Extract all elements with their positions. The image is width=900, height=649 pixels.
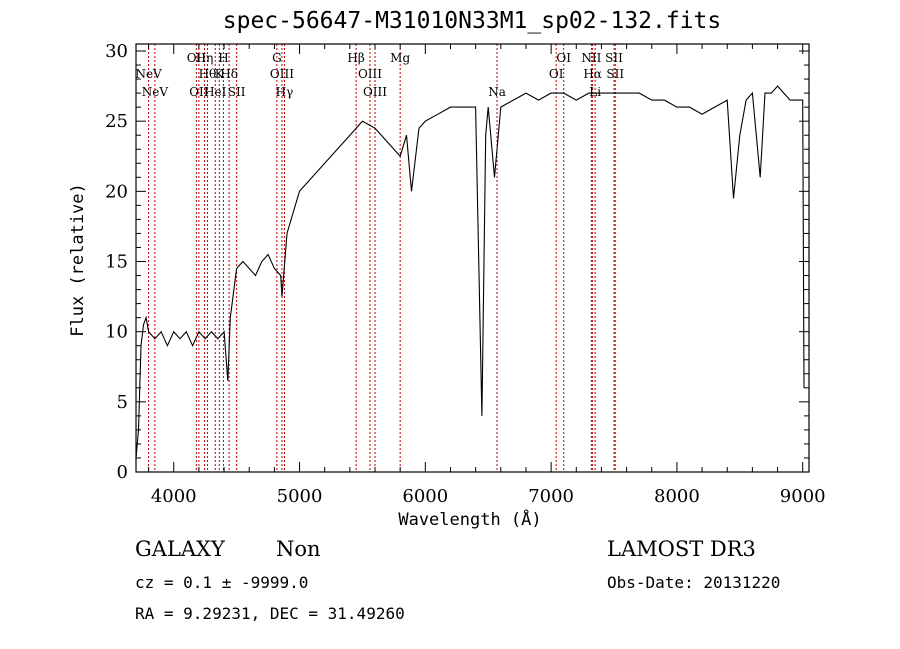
emission-line-label: SII [606, 67, 624, 81]
y-tick-label: 30 [105, 41, 128, 62]
x-axis-label: Wavelength (Å) [398, 510, 542, 530]
spectrum-series-line [135, 85, 805, 459]
emission-line-label: OIII [270, 67, 294, 81]
coordinates-text: RA = 9.29231, DEC = 31.49260 [135, 604, 405, 623]
emission-line-label: Hθ [199, 67, 217, 81]
emission-line-label: OI [549, 67, 564, 81]
y-tick-label: 25 [105, 111, 128, 132]
emission-line-labels: NeVNeVOIIOIIHηHθHeIHKHδSIIGOIIIHγHβOIIIO… [135, 51, 624, 99]
emission-line-label: Hδ [220, 67, 238, 81]
emission-line-label: NII [581, 51, 601, 65]
emission-line-label: Li [589, 85, 601, 99]
x-tick-label: 8000 [654, 486, 700, 507]
emission-line-label: OIII [363, 85, 387, 99]
plot-frame [135, 43, 810, 473]
emission-line-markers [148, 44, 616, 472]
emission-line-label: NeV [135, 67, 162, 81]
emission-line-label: OII [189, 85, 209, 99]
emission-line-label: H [218, 51, 228, 65]
axis-ticks: 4000 5000 6000 7000 8000 9000 0 5 10 15 20 25 30 [105, 41, 826, 507]
x-tick-label: 6000 [402, 486, 448, 507]
emission-line-label: K [215, 67, 225, 81]
emission-line-label: Hβ [347, 51, 364, 65]
y-tick-label: 5 [117, 392, 128, 413]
object-subclass: Non [276, 537, 321, 561]
survey-name: LAMOST DR3 [607, 537, 756, 561]
object-class: GALAXY [135, 537, 225, 561]
y-tick-label: 0 [117, 462, 128, 483]
emission-line-label: OIII [358, 67, 382, 81]
chart-title: spec-56647-M31010N33M1_sp02-132.fits [222, 8, 722, 34]
emission-line-label: NeV [142, 85, 169, 99]
x-tick-label: 9000 [780, 486, 826, 507]
emission-line-label: SII [228, 85, 246, 99]
y-axis-label: Flux (relative) [68, 183, 88, 337]
emission-line-label: OI [556, 51, 571, 65]
observation-date: Obs-Date: 20131220 [607, 573, 781, 592]
x-tick-label: 7000 [528, 486, 574, 507]
emission-line-label: Na [488, 85, 506, 99]
x-tick-label: 5000 [277, 486, 323, 507]
emission-line-label: Hγ [276, 85, 294, 99]
emission-line-label: Hη [196, 51, 214, 65]
y-tick-label: 10 [105, 322, 128, 343]
emission-line-label: G [272, 51, 282, 65]
y-tick-label: 15 [105, 252, 128, 273]
emission-line-label: HeI [204, 85, 227, 99]
x-tick-label: 4000 [151, 486, 197, 507]
emission-line-label: Mg [390, 51, 410, 65]
y-tick-label: 20 [105, 181, 128, 202]
emission-line-label: Hα [583, 67, 602, 81]
emission-line-label: OII [187, 51, 207, 65]
emission-line-label: SII [605, 51, 623, 65]
redshift-text: cz = 0.1 ± -9999.0 [135, 573, 309, 592]
